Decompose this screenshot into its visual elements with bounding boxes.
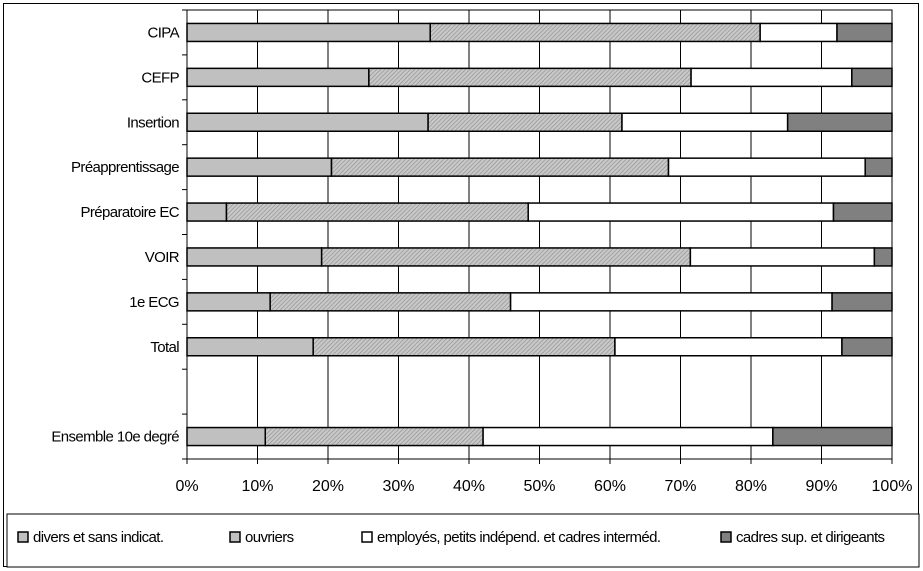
bar-segment [873,247,893,267]
bar-segment [836,22,893,43]
bar-segment [864,157,893,177]
bar-segment [527,202,835,222]
bar-segment [186,292,271,312]
bar-segment [186,426,267,447]
x-tick-label: 90% [805,478,837,495]
category-label: CIPA [148,24,180,41]
bar-segment [772,426,893,447]
category-label: Préparatoire EC [80,204,179,221]
bar-segment [689,247,876,267]
bar-segment [427,112,623,132]
x-tick-label: 10% [241,478,273,495]
bar-segment [509,292,833,312]
bar-segment [186,67,370,88]
legend-label: employés, petits indépend. et cadres int… [377,529,660,546]
category-label: Ensemble 10e degré [51,429,179,446]
bar-segment [621,112,789,132]
bar-segment [186,247,323,267]
x-tick-label: 60% [594,478,626,495]
legend-label: divers et sans indicat. [33,529,163,546]
bar-segment [614,337,843,357]
bar-segment [320,247,692,267]
x-tick-label: 0% [175,478,198,495]
bar-segment [186,337,314,357]
bar-segment [186,202,228,222]
bar-segment [312,337,616,357]
legend-label: ouvriers [245,529,294,546]
bar-segment [330,157,670,177]
legend-swatch [361,531,373,543]
bar-segment [841,337,893,357]
bar-segment [269,292,512,312]
bar-segment [225,202,529,222]
bar-segment [832,202,893,222]
bar-segment [429,22,761,43]
category-label: Préapprentissage [71,159,179,176]
bar-segment [831,292,893,312]
legend-box [6,513,920,568]
bar-segment [186,157,333,177]
category-label: CEFP [141,69,179,86]
x-tick-label: 30% [382,478,414,495]
bar-segment [690,67,853,88]
category-label: Insertion [127,114,179,131]
x-tick-label: 100% [872,478,913,495]
bar-segment [186,112,429,132]
x-tick-label: 20% [312,478,344,495]
legend-swatch [17,531,29,543]
legend-label: cadres sup. et dirigeants [736,529,885,546]
category-label: Total [150,339,179,356]
bar-segment [786,112,893,132]
bar-segment [482,426,774,447]
x-tick-label: 40% [453,478,485,495]
legend: divers et sans indicat. ouvriers employés,… [6,513,920,568]
category-label: 1e ECG [129,294,179,311]
bar-segment [851,67,893,88]
legend-swatch [720,531,732,543]
x-tick-label: 80% [735,478,767,495]
legend-swatch [229,531,241,543]
bar-segment [667,157,866,177]
plot-area: 0% 10% 20% 30% 40% 50% 60% 70% 80% 90% 100% CIPA CEF… [51,9,913,495]
x-tick-label: 50% [523,478,555,495]
bar-segment [759,22,838,43]
bar-segment [264,426,484,447]
bar-segment [368,67,692,88]
x-tick-label: 70% [664,478,696,495]
bar-segment [186,22,431,43]
category-label: VOIR [145,249,180,266]
